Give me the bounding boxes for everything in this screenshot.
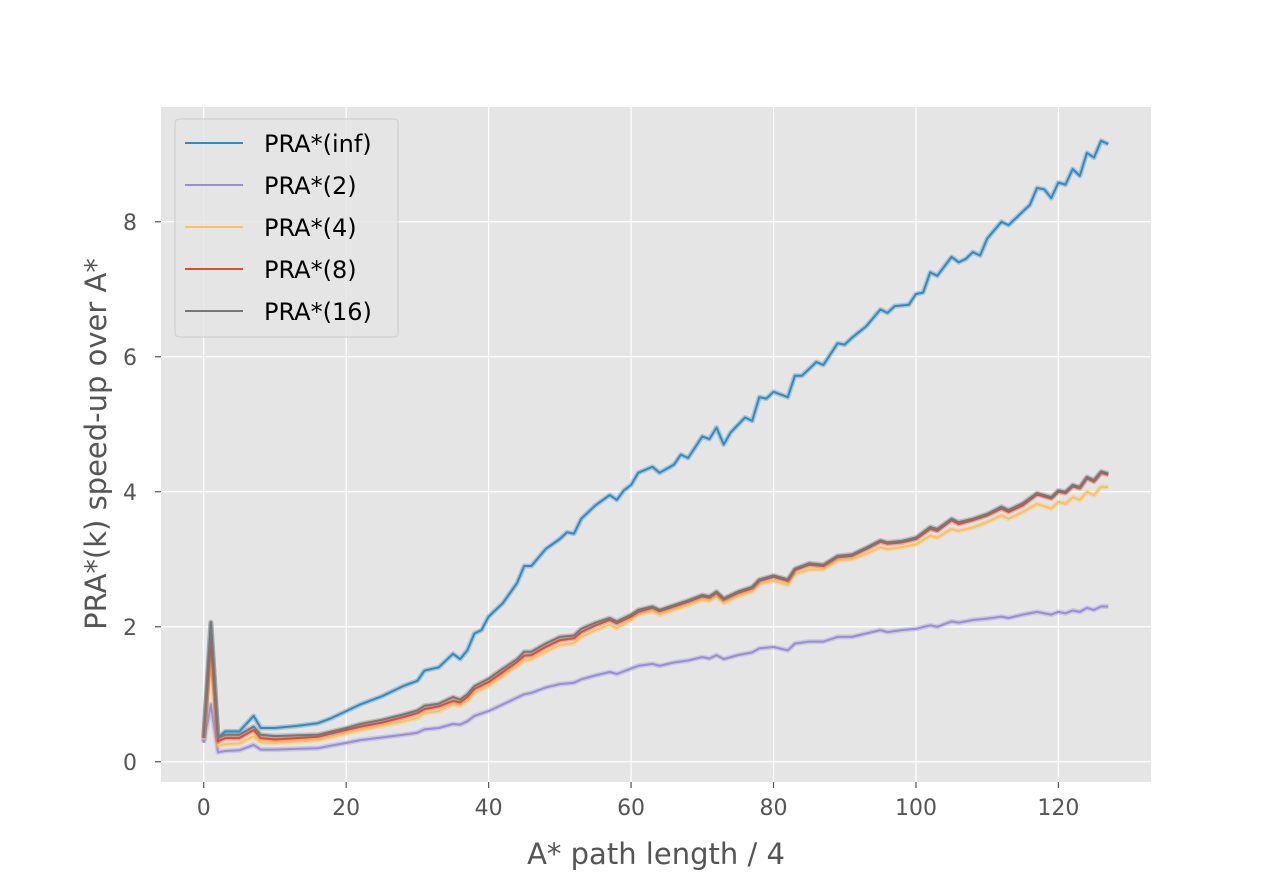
legend-label-pra-2: PRA*(2) <box>264 172 357 200</box>
y-tick-label: 0 <box>123 751 137 776</box>
series-line-pra-2 <box>202 605 1109 754</box>
y-tick-label: 8 <box>123 211 137 236</box>
y-axis-label: PRA*(k) speed-up over A* <box>79 258 113 630</box>
y-tick-label: 2 <box>123 616 137 641</box>
series-layer <box>201 138 1110 755</box>
y-tick-label: 4 <box>123 481 137 506</box>
grid <box>161 107 1151 782</box>
legend-label-pra-8: PRA*(8) <box>264 256 357 284</box>
x-axis-label: A* path length / 4 <box>527 837 785 871</box>
x-tick-label: 60 <box>617 796 645 821</box>
x-axis-ticks: 0 20 40 60 80 100 120 <box>197 782 1079 821</box>
x-tick-label: 40 <box>475 796 503 821</box>
legend: PRA*(inf) PRA*(2) PRA*(4) PRA*(8) PRA*(16) <box>174 118 399 338</box>
series-line-pra-16 <box>202 470 1109 739</box>
x-tick-label: 80 <box>760 796 788 821</box>
legend-frame <box>174 118 399 338</box>
series-line-pra-inf <box>202 139 1109 742</box>
legend-label-pra-16: PRA*(16) <box>264 298 372 326</box>
y-tick-label: 6 <box>123 346 137 371</box>
legend-label-pra-4: PRA*(4) <box>264 214 357 242</box>
legend-label-pra-inf: PRA*(inf) <box>264 130 372 158</box>
y-axis-ticks: 0 2 4 6 8 <box>123 211 161 776</box>
x-tick-label: 100 <box>895 796 937 821</box>
series-line-pra-4 <box>202 486 1109 747</box>
series-line-pra-8 <box>202 471 1109 743</box>
x-tick-label: 20 <box>332 796 360 821</box>
x-tick-label: 0 <box>197 796 211 821</box>
x-tick-label: 120 <box>1037 796 1079 821</box>
